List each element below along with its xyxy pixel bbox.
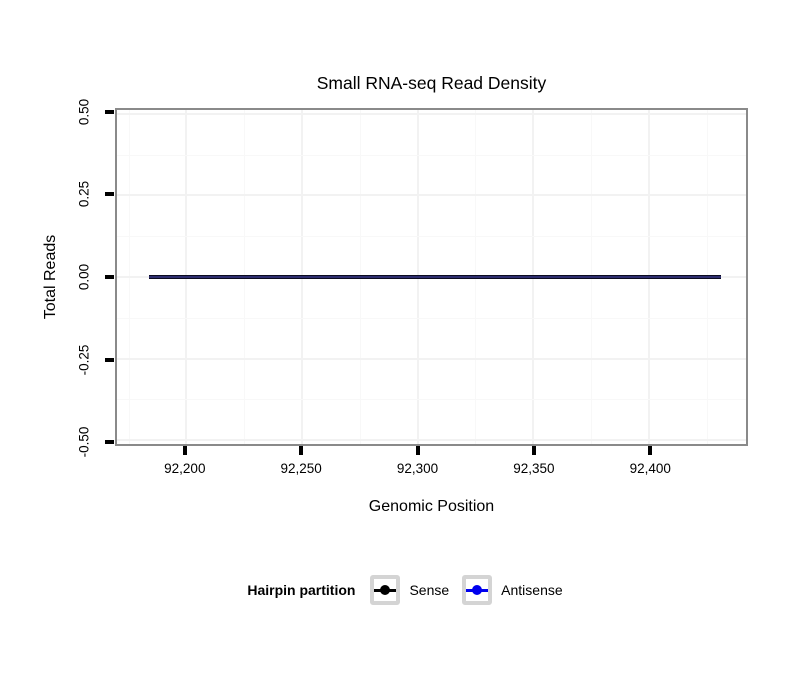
legend: Hairpin partition Sense Antisense (0, 575, 810, 605)
gridline-major-horizontal (117, 194, 746, 197)
x-tick-mark (182, 446, 187, 455)
legend-items: Sense Antisense (370, 575, 563, 605)
y-tick-label: 0.25 (76, 181, 92, 208)
legend-item: Sense (370, 575, 449, 605)
plot-panel (115, 108, 748, 446)
legend-key-dot-icon (380, 585, 391, 595)
x-tick-label: 92,400 (629, 461, 671, 476)
gridline-minor-horizontal (117, 317, 746, 319)
y-tick-label: 0.50 (76, 98, 92, 126)
x-tick-mark (648, 446, 653, 455)
y-tick-label: -0.50 (76, 426, 92, 458)
legend-item-label: Antisense (501, 582, 563, 598)
y-tick-mark (105, 440, 114, 445)
gridline-major-horizontal (117, 112, 746, 115)
read-density-line (149, 275, 721, 279)
y-tick-label: 0.00 (76, 263, 92, 291)
y-axis-title: Total Reads (42, 234, 59, 320)
x-tick-label: 92,300 (396, 461, 439, 476)
legend-key (462, 575, 493, 605)
legend-key-dot-icon (472, 585, 483, 595)
legend-item-label: Sense (409, 582, 450, 598)
x-tick-mark (531, 446, 536, 455)
y-tick-mark (105, 275, 114, 279)
legend-item: Antisense (462, 575, 563, 605)
x-tick-mark (415, 446, 420, 455)
x-axis-title: Genomic Position (368, 498, 495, 515)
y-tick-mark (105, 357, 114, 362)
legend-key (370, 575, 401, 605)
gridline-minor-horizontal (117, 154, 746, 156)
gridline-major-horizontal (117, 357, 746, 360)
x-tick-mark (299, 446, 304, 455)
gridline-major-horizontal (117, 439, 746, 442)
x-tick-label: 92,350 (513, 461, 555, 476)
chart-title: Small RNA-seq Read Density (316, 73, 547, 93)
y-tick-label: -0.25 (76, 344, 92, 375)
gridline-minor-horizontal (117, 399, 746, 401)
legend-title: Hairpin partition (247, 582, 356, 598)
x-tick-label: 92,200 (164, 461, 206, 476)
y-tick-mark (105, 192, 114, 197)
x-tick-label: 92,250 (280, 461, 322, 476)
y-tick-mark (105, 109, 114, 114)
gridline-minor-horizontal (117, 236, 746, 238)
